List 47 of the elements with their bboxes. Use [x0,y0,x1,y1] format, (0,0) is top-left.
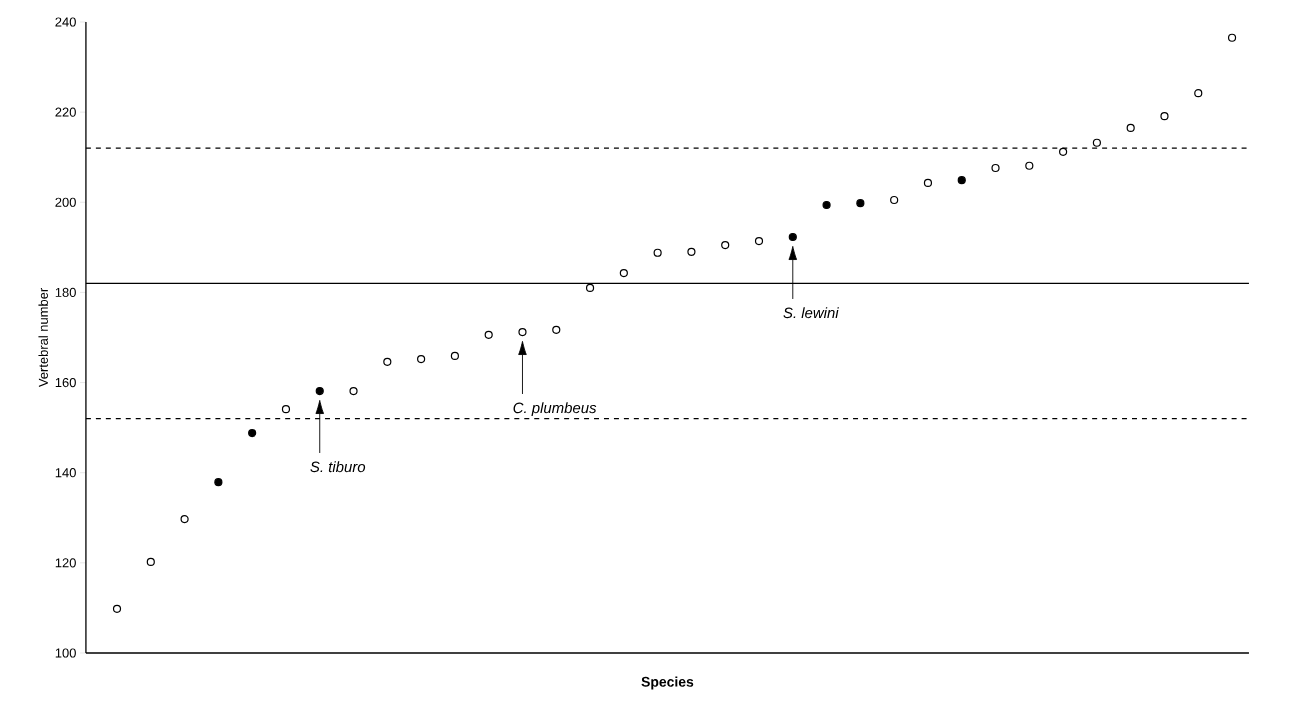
point [1059,147,1068,156]
point [281,405,291,414]
point [214,478,223,487]
point [687,247,696,256]
y-tick-label: 180 [55,287,76,297]
point [552,325,561,334]
y-tick-label: 220 [55,107,76,117]
point [585,283,595,292]
y-tick-label: 120 [55,558,76,568]
point [923,178,933,187]
point [180,515,189,524]
y-axis-title: Vertebral number [38,288,48,388]
point [1092,138,1101,147]
point [450,351,459,361]
point [856,199,865,208]
point [788,232,797,242]
point [822,200,831,210]
x-axis-title: Species [641,676,694,690]
point [957,176,966,185]
point [518,327,527,337]
y-tick-label: 160 [55,377,76,388]
annotation: S. tiburo [310,461,366,473]
point [1126,123,1135,132]
point [890,195,899,205]
point [383,357,392,366]
annotation: S. lewini [783,307,839,319]
y-tick-label: 240 [55,17,76,27]
point [417,355,426,364]
annotation: C. plumbeus [513,402,597,417]
point [619,268,628,278]
point [146,557,155,567]
y-tick-label: 140 [55,468,76,478]
y-tick-label: 100 [55,648,76,658]
y-tick-label: 200 [55,197,76,207]
point [315,387,324,396]
point [1025,161,1034,170]
point [991,163,1000,173]
point [1160,112,1169,121]
point [484,330,493,339]
point [721,240,730,250]
point [248,428,257,438]
point [349,387,358,396]
point [754,236,764,246]
point [653,248,662,257]
point [1227,33,1237,42]
point [112,604,122,613]
point [1194,89,1203,98]
